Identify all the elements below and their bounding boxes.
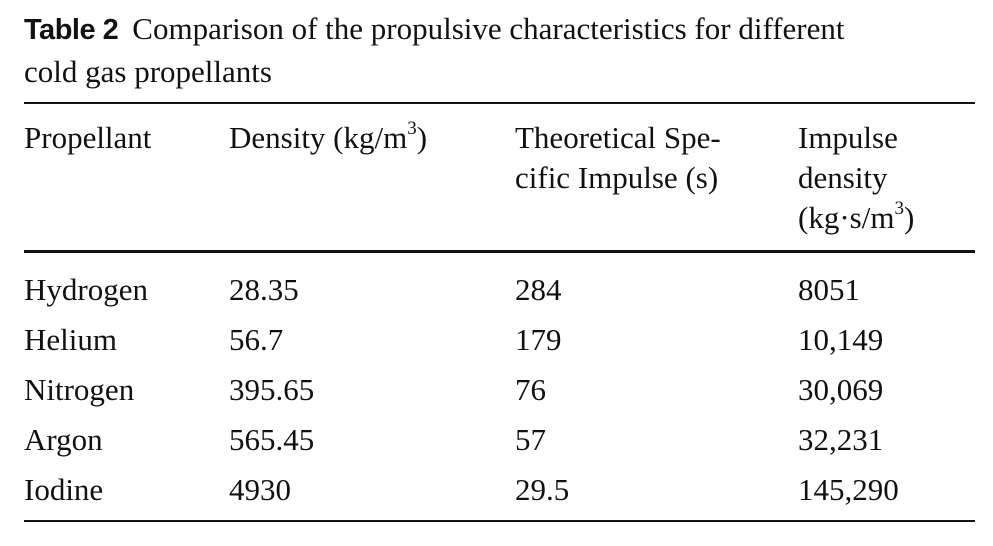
cell-isp: 29.5 [515,472,570,507]
cell-impulse-density: 30,069 [798,372,884,407]
table-row: Helium 56.7 179 10,149 [24,315,975,365]
top-rule [24,102,975,104]
header-propellant-label: Propellant [24,120,152,155]
cell-density: 395.65 [229,372,315,407]
cell-impulse-density: 8051 [798,272,860,307]
cell-isp: 57 [515,422,546,457]
cell-density: 565.45 [229,422,315,457]
caption-label: Table 2 [24,14,119,46]
header-density-sup: 3 [407,118,417,139]
cell-propellant: Nitrogen [24,372,135,407]
header-isp-line1: Theoretical Spe- [515,120,721,155]
cell-isp: 284 [515,272,562,307]
cell-impulse-density: 145,290 [798,472,899,507]
header-isp-line2: cific Impulse (s) [515,160,719,195]
header-density-label: Density (kg/m3) [229,118,427,158]
table-row: Hydrogen 28.35 284 8051 [24,265,975,315]
cell-isp: 179 [515,322,562,357]
cell-impulse-density: 32,231 [798,422,884,457]
header-rule [24,250,975,253]
table-caption: Table 2 Comparison of the propulsive char… [24,8,975,93]
cell-propellant: Iodine [24,472,104,507]
header-density: Density (kg/m3) [229,118,427,158]
header-impulse-unit: (kg·s/m [798,200,895,235]
caption-text-line2: cold gas propellants [24,54,272,89]
header-impulse-sup: 3 [894,198,904,219]
bottom-rule [24,520,975,522]
cell-density: 28.35 [229,272,299,307]
table-figure: Table 2 Comparison of the propulsive char… [24,8,975,522]
header-impulse-line2: density [798,160,888,195]
cell-impulse-density: 10,149 [798,322,884,357]
header-density-close: ) [416,120,428,155]
cell-propellant: Hydrogen [24,272,148,307]
cell-density: 56.7 [229,322,284,357]
header-density-text: Density (kg/m [229,120,408,155]
table-row: Argon 565.45 57 32,231 [24,415,975,465]
table-row: Iodine 4930 29.5 145,290 [24,465,975,515]
header-impulse-density: Impulse density (kg·s/m3) [798,118,914,238]
table-row: Nitrogen 395.65 76 30,069 [24,365,975,415]
cell-propellant: Helium [24,322,117,357]
cell-propellant: Argon [24,422,103,457]
cell-density: 4930 [229,472,291,507]
caption-text-line1: Comparison of the propulsive characteris… [132,11,845,46]
cell-isp: 76 [515,372,546,407]
header-impulse-close: ) [903,200,915,235]
header-impulse-line3: (kg·s/m3) [798,198,914,238]
header-specific-impulse: Theoretical Spe- cific Impulse (s) [515,118,721,198]
header-propellant: Propellant [24,118,151,158]
header-impulse-line1: Impulse [798,120,898,155]
